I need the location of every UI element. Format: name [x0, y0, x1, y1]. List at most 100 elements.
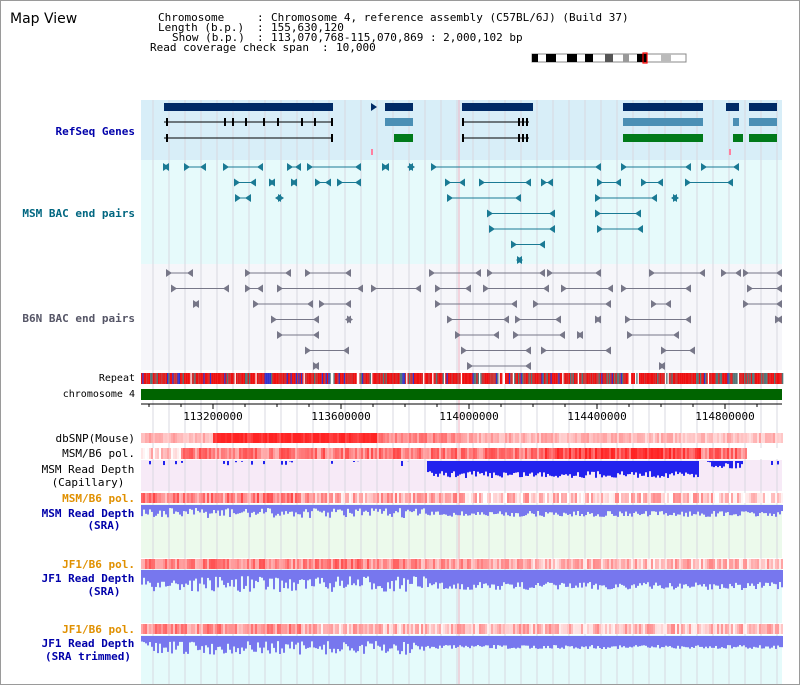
msm-sra-bar	[441, 505, 443, 515]
msm-cap-bar	[285, 461, 287, 465]
msm-sra-bar	[603, 505, 605, 517]
msm-sra-bar	[355, 505, 357, 510]
dbsnp-cell	[239, 433, 241, 443]
dbsnp-cell	[223, 433, 225, 443]
refseq-genes-label[interactable]: RefSeq Genes	[55, 125, 135, 138]
jf1-sra-bar	[733, 570, 735, 589]
jf1-trim-bar	[411, 636, 413, 650]
jf1-pol2-cell	[723, 624, 725, 634]
msm-cap-bar	[713, 461, 715, 468]
msm-pol-cell	[401, 448, 403, 459]
jf1-pol-cell	[203, 559, 205, 569]
msm-sra-bar	[661, 505, 663, 512]
jf1-sra-bar	[671, 570, 673, 587]
jf1-sra-bar	[711, 570, 713, 590]
jf1-trim-bar	[489, 636, 491, 649]
jf1-pol-cell	[631, 559, 633, 569]
repeat-element	[731, 373, 733, 384]
msm-sra-bar	[291, 505, 293, 512]
jf1-pol-cell	[741, 559, 743, 569]
msm-sra-bar	[601, 505, 603, 517]
jf1-sra-bar	[691, 570, 693, 587]
jf1-pol2-cell	[477, 624, 479, 634]
jf1-pol2-cell	[659, 624, 661, 634]
dbsnp-cell	[511, 433, 513, 443]
repeat-element	[486, 373, 489, 384]
repeat-element	[143, 373, 145, 384]
msm-sra-bar	[159, 505, 161, 511]
jf1-sra-bar	[715, 570, 717, 586]
msm-cap-bar	[251, 461, 253, 465]
dbsnp-cell	[717, 433, 719, 443]
msm-pol2-cell	[359, 493, 361, 503]
jf1-pol2-cell	[685, 624, 687, 634]
dbsnp-cell	[545, 433, 547, 443]
msm-cap-bar	[719, 461, 721, 466]
msm-pol-cell	[691, 448, 693, 459]
repeat-element	[490, 373, 493, 384]
dbsnp-cell	[397, 433, 399, 443]
jf1-sra-bar	[589, 570, 591, 583]
msm-cap-bar	[543, 461, 545, 473]
msm-bac-end	[595, 194, 601, 202]
repeat-element	[180, 373, 182, 384]
dbsnp-cell	[611, 433, 613, 443]
msm-pol2-cell	[379, 493, 381, 503]
jf1-pol2-cell	[255, 624, 257, 634]
dbsnp-cell	[399, 433, 401, 443]
msm-pol2-cell	[587, 493, 589, 503]
msm-pol2-cell	[701, 493, 703, 503]
jf1-sra-bar	[443, 570, 445, 589]
msm-pol-cell	[619, 448, 621, 459]
b6n-bac-label[interactable]: B6N BAC end pairs	[22, 312, 135, 325]
jf1-pol-cell	[667, 559, 669, 569]
dbsnp-cell	[779, 433, 781, 443]
msm-pol2-cell	[251, 493, 253, 503]
jf1-sra-bar	[397, 570, 399, 577]
repeat-element	[729, 373, 732, 384]
msm-pol2-cell	[393, 493, 395, 503]
jf1-sra-bar	[665, 570, 667, 588]
jf1-pol2-cell	[513, 624, 515, 634]
jf1-pol-cell	[563, 559, 565, 569]
jf1-pol2-cell	[429, 624, 431, 634]
msm-pol2-cell	[651, 493, 653, 503]
b6n-bac-end	[743, 269, 749, 277]
dbsnp-cell	[761, 433, 763, 443]
repeat-element	[161, 373, 164, 384]
msm-pol2-cell	[217, 493, 219, 503]
msm-sra-bar	[395, 505, 397, 512]
msm-cap-bar	[527, 461, 529, 476]
jf1-trim-bar	[167, 636, 169, 652]
dbsnp-cell	[173, 433, 175, 443]
jf1-trim-bar	[415, 636, 417, 646]
repeat-element	[377, 373, 379, 384]
msm-sra-bar	[775, 505, 777, 517]
jf1-pol-cell	[313, 559, 315, 569]
msm-sra-bar	[267, 505, 269, 509]
dbsnp-cell	[167, 433, 169, 443]
repeat-element	[334, 373, 337, 384]
msm-pol2-cell	[449, 493, 451, 503]
b6n-bac-end	[605, 300, 611, 308]
dbsnp-cell	[525, 433, 527, 443]
jf1-sra-bar	[489, 570, 491, 588]
jf1-sra-bar	[399, 570, 401, 589]
jf1-pol-cell	[721, 559, 723, 569]
msm-sra-bar	[323, 505, 325, 511]
repeat-element	[304, 373, 307, 384]
jf1-sra-bar	[669, 570, 671, 584]
msm-cap-bar	[553, 461, 555, 477]
jf1-pol2-cell	[687, 624, 689, 634]
jf1-pol2-cell	[567, 624, 569, 634]
jf1-trim-bar	[247, 636, 249, 642]
jf1-pol-cell	[427, 559, 429, 569]
repeat-element	[369, 373, 372, 384]
msm-bac-label[interactable]: MSM BAC end pairs	[22, 207, 135, 220]
jf1-trim-bar	[781, 636, 783, 648]
jf1-trim-bar	[443, 636, 445, 646]
jf1-pol-cell	[357, 559, 359, 569]
dbsnp-cell	[619, 433, 621, 443]
msm-sra-bar	[467, 505, 469, 516]
